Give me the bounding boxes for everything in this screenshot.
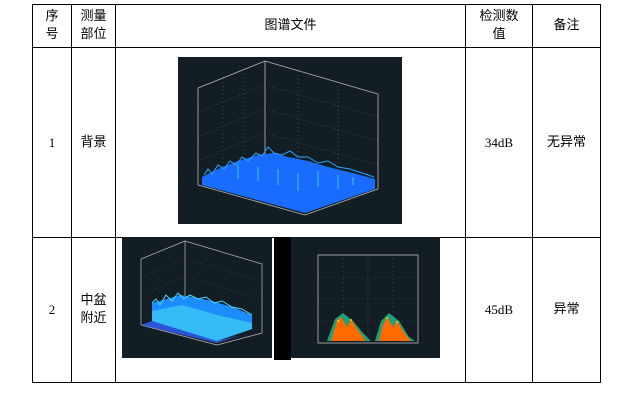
row1-value: 34dB [465, 47, 533, 238]
row1-location: 背景 [71, 47, 116, 238]
row1-remark: 无异常 [532, 47, 601, 238]
row2-index: 2 [32, 237, 72, 383]
spectrum-3d-background [178, 57, 402, 224]
header-location: 测量 部位 [71, 4, 116, 48]
header-index: 序 号 [32, 4, 72, 48]
separator-bar [274, 237, 291, 360]
header-remark: 备注 [532, 4, 601, 48]
row2-location: 中盆 附近 [71, 237, 116, 383]
row1-index: 1 [32, 47, 72, 238]
row2-remark: 异常 [532, 237, 601, 383]
prpd-spectrum-midbasin [291, 237, 440, 358]
header-value: 检测数 值 [465, 4, 533, 48]
row2-value: 45dB [465, 237, 533, 383]
spectrum-3d-midbasin [122, 237, 272, 358]
header-spectrum: 图谱文件 [115, 4, 466, 48]
